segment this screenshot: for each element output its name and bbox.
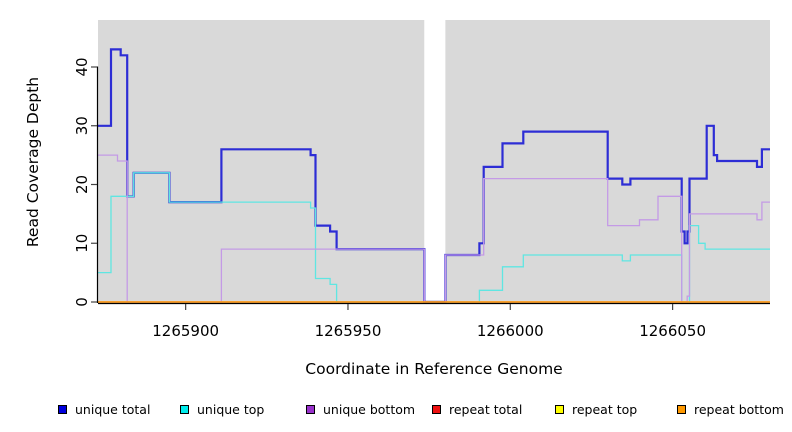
y-tick-label: 10 [73,234,91,253]
legend-item-unique-bottom: unique bottom [306,400,415,418]
chart-legend: unique total unique top unique bottom repea… [0,400,792,424]
masked-gap-region [424,20,446,301]
legend-item-repeat-total: repeat total [432,400,522,418]
legend-swatch-icon [58,404,67,414]
x-tick-label: 1266050 [639,322,706,340]
y-tick-label: 30 [73,116,91,135]
legend-swatch-icon [180,404,189,414]
legend-swatch-icon [555,404,564,414]
legend-label: repeat top [572,401,638,417]
y-axis-title: Read Coverage Depth [24,76,42,248]
y-tick-label: 40 [73,57,91,76]
legend-swatch-icon [306,404,315,414]
legend-label: repeat total [449,401,523,417]
legend-label: repeat bottom [694,401,784,417]
legend-swatch-icon [677,404,686,414]
legend-item-repeat-top: repeat top [555,400,637,418]
x-tick-label: 1265900 [152,322,219,340]
y-tick-label: 20 [73,175,91,194]
legend-label: unique top [197,401,265,417]
x-tick-label: 1266000 [477,322,544,340]
x-axis-title: Coordinate in Reference Genome [305,360,563,378]
legend-item-unique-top: unique top [180,400,264,418]
legend-item-unique-total: unique total [58,400,150,418]
legend-label: unique total [75,401,151,417]
legend-item-repeat-bottom: repeat bottom [677,400,784,418]
legend-swatch-icon [432,404,441,414]
y-tick-label: 0 [73,297,91,307]
x-tick-label: 1265950 [315,322,382,340]
legend-label: unique bottom [323,401,416,417]
